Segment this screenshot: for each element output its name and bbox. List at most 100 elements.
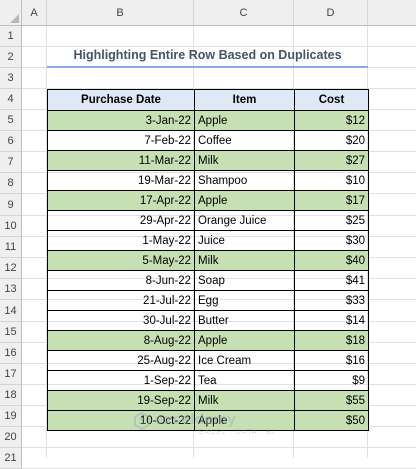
sheet-title[interactable]: Highlighting Entire Row Based on Duplica… xyxy=(73,48,342,62)
cell-cost[interactable]: $12 xyxy=(294,110,369,131)
cell-purchase-date[interactable]: 25-Aug-22 xyxy=(47,350,195,371)
table-row: 10-Oct-22 Apple $50 xyxy=(47,410,369,431)
cell-cost[interactable]: $55 xyxy=(294,390,369,411)
cell-item[interactable]: Soap xyxy=(194,270,295,291)
cell-cost[interactable]: $27 xyxy=(294,150,369,171)
header-item[interactable]: Item xyxy=(194,89,295,111)
table-row: 29-Apr-22 Orange Juice $25 xyxy=(47,210,369,231)
header-purchase-date[interactable]: Purchase Date xyxy=(47,89,195,111)
row-header-6[interactable]: 6 xyxy=(0,131,22,152)
column-header-empty xyxy=(368,0,416,26)
cell-item[interactable]: Juice xyxy=(194,230,295,251)
cell-item[interactable]: Milk xyxy=(194,150,295,171)
column-header-c[interactable]: C xyxy=(194,0,294,26)
cell-purchase-date[interactable]: 19-Mar-22 xyxy=(47,170,195,191)
row-header-7[interactable]: 7 xyxy=(0,152,22,173)
row-header-13[interactable]: 13 xyxy=(0,279,22,300)
cell-item[interactable]: Milk xyxy=(194,250,295,271)
purchase-table: Purchase Date Item Cost 3-Jan-22 Apple $12… xyxy=(47,89,369,431)
gridline xyxy=(22,88,416,89)
cell-cost[interactable]: $20 xyxy=(294,130,369,151)
cell-purchase-date[interactable]: 30-Jul-22 xyxy=(47,310,195,331)
column-header-b[interactable]: B xyxy=(47,0,194,26)
cell-purchase-date[interactable]: 19-Sep-22 xyxy=(47,390,195,411)
cell-purchase-date[interactable]: 8-Aug-22 xyxy=(47,330,195,351)
cell-item[interactable]: Apple xyxy=(194,110,295,131)
cell-cost[interactable]: $10 xyxy=(294,170,369,191)
cell-item[interactable]: Tea xyxy=(194,370,295,391)
cell-purchase-date[interactable]: 21-Jul-22 xyxy=(47,290,195,311)
row-header-15[interactable]: 15 xyxy=(0,322,22,343)
cell-purchase-date[interactable]: 7-Feb-22 xyxy=(47,130,195,151)
cell-item[interactable]: Apple xyxy=(194,190,295,211)
cell-cost[interactable]: $40 xyxy=(294,250,369,271)
row-header-3[interactable]: 3 xyxy=(0,68,22,89)
cell-item[interactable]: Shampoo xyxy=(194,170,295,191)
cell-purchase-date[interactable]: 8-Jun-22 xyxy=(47,270,195,291)
cell-item[interactable]: Coffee xyxy=(194,130,295,151)
table-row: 3-Jan-22 Apple $12 xyxy=(47,110,369,131)
row-header-17[interactable]: 17 xyxy=(0,364,22,385)
cell-cost[interactable]: $30 xyxy=(294,230,369,251)
row-header-4[interactable]: 4 xyxy=(0,89,22,110)
table-row: 5-May-22 Milk $40 xyxy=(47,250,369,271)
cell-purchase-date[interactable]: 29-Apr-22 xyxy=(47,210,195,231)
row-header-8[interactable]: 8 xyxy=(0,173,22,194)
cell-purchase-date[interactable]: 17-Apr-22 xyxy=(47,190,195,211)
cell-item[interactable]: Egg xyxy=(194,290,295,311)
cell-cost[interactable]: $16 xyxy=(294,350,369,371)
cell-item[interactable]: Ice Cream xyxy=(194,350,295,371)
column-header-a[interactable]: A xyxy=(22,0,47,26)
row-header-2[interactable]: 2 xyxy=(0,47,22,68)
column-header-d[interactable]: D xyxy=(294,0,368,26)
row-header-12[interactable]: 12 xyxy=(0,258,22,279)
row-header-18[interactable]: 18 xyxy=(0,385,22,406)
cell-cost[interactable]: $25 xyxy=(294,210,369,231)
row-header-20[interactable]: 20 xyxy=(0,427,22,448)
cell-item[interactable]: Butter xyxy=(194,310,295,331)
cell-purchase-date[interactable]: 5-May-22 xyxy=(47,250,195,271)
table-header-row: Purchase Date Item Cost xyxy=(47,89,369,111)
cell-item[interactable]: Orange Juice xyxy=(194,210,295,231)
table-row: 8-Jun-22 Soap $41 xyxy=(47,270,369,291)
cell-purchase-date[interactable]: 1-May-22 xyxy=(47,230,195,251)
cell-cost[interactable]: $9 xyxy=(294,370,369,391)
cell-item[interactable]: Apple xyxy=(194,410,295,431)
header-cost[interactable]: Cost xyxy=(294,89,369,111)
gridline xyxy=(46,26,47,458)
cell-cost[interactable]: $41 xyxy=(294,270,369,291)
row-header-10[interactable]: 10 xyxy=(0,216,22,237)
cell-cost[interactable]: $14 xyxy=(294,310,369,331)
row-header-16[interactable]: 16 xyxy=(0,343,22,364)
gridline xyxy=(22,447,416,448)
table-row: 1-Sep-22 Tea $9 xyxy=(47,370,369,391)
table-row: 7-Feb-22 Coffee $20 xyxy=(47,130,369,151)
table-row: 1-May-22 Juice $30 xyxy=(47,230,369,251)
cell-purchase-date[interactable]: 10-Oct-22 xyxy=(47,410,195,431)
table-row: 8-Aug-22 Apple $18 xyxy=(47,330,369,351)
table-row: 25-Aug-22 Ice Cream $16 xyxy=(47,350,369,371)
cell-purchase-date[interactable]: 3-Jan-22 xyxy=(47,110,195,131)
cell-item[interactable]: Milk xyxy=(194,390,295,411)
cell-cost[interactable]: $18 xyxy=(294,330,369,351)
cell-cost[interactable]: $17 xyxy=(294,190,369,211)
cell-cost[interactable]: $33 xyxy=(294,290,369,311)
row-header-21[interactable]: 21 xyxy=(0,448,22,469)
cell-item[interactable]: Apple xyxy=(194,330,295,351)
cell-cost[interactable]: $50 xyxy=(294,410,369,431)
table-row: 21-Jul-22 Egg $33 xyxy=(47,290,369,311)
row-header-14[interactable]: 14 xyxy=(0,300,22,322)
table-row: 11-Mar-22 Milk $27 xyxy=(47,150,369,171)
row-header-1[interactable]: 1 xyxy=(0,26,22,47)
table-row: 17-Apr-22 Apple $17 xyxy=(47,190,369,211)
row-header-9[interactable]: 9 xyxy=(0,194,22,216)
table-row: 30-Jul-22 Butter $14 xyxy=(47,310,369,331)
row-header-5[interactable]: 5 xyxy=(0,110,22,131)
row-header-11[interactable]: 11 xyxy=(0,237,22,258)
cell-purchase-date[interactable]: 11-Mar-22 xyxy=(47,150,195,171)
row-header-19[interactable]: 19 xyxy=(0,406,22,427)
gridline xyxy=(22,46,416,47)
select-all-corner[interactable] xyxy=(0,0,22,26)
cell-purchase-date[interactable]: 1-Sep-22 xyxy=(47,370,195,391)
